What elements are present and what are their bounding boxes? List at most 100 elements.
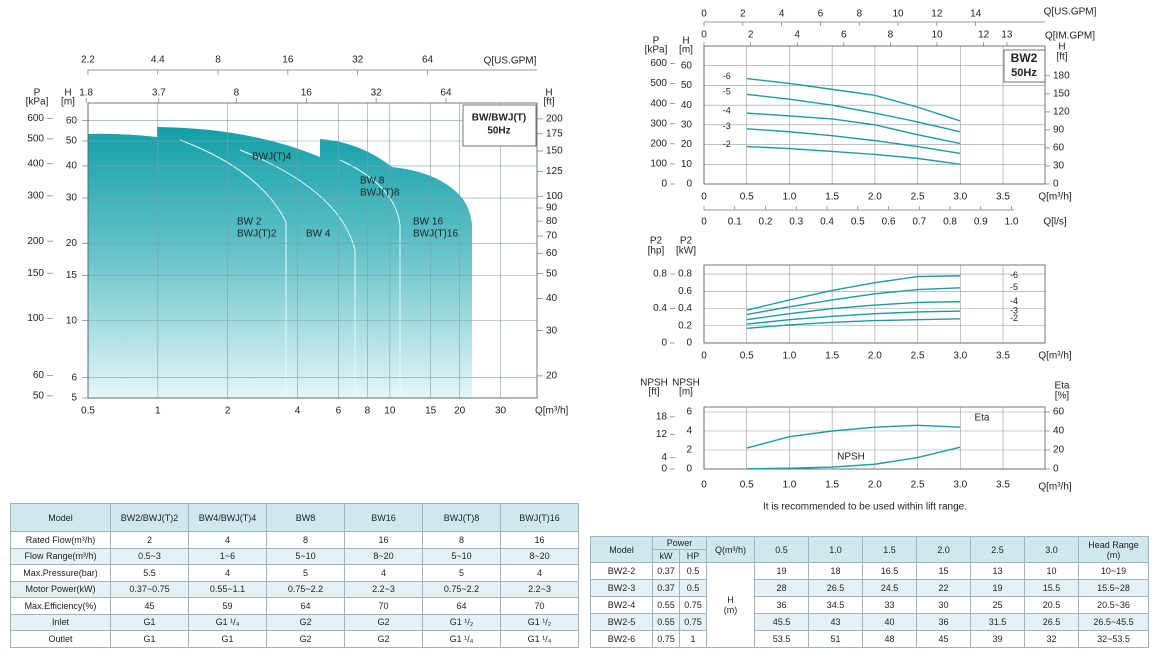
p-tick-label: 400 <box>650 98 667 109</box>
table-cell: 36 <box>916 613 972 631</box>
table-cell: G2 <box>344 613 423 631</box>
table-cell: 48 <box>862 630 918 648</box>
header-cell: Head Range (m) <box>1078 536 1150 563</box>
im-gpm-tick-label: 12 <box>978 30 990 41</box>
us-gpm-tick-label: 4 <box>779 9 785 20</box>
table-cell: 20.5~36 <box>1078 596 1150 614</box>
us-gpm-tick-label: 12 <box>931 9 943 20</box>
x-tick-label: 3.0 <box>953 192 967 203</box>
header-cell: BWJ(T)16 <box>500 503 579 532</box>
table-cell: 31.5 <box>970 613 1026 631</box>
unit-line: (m) <box>723 605 738 615</box>
us-gpm-tick-label: 4.4 <box>151 55 165 66</box>
table-cell: G1 ¹/₄ <box>188 613 267 631</box>
head-curve <box>746 112 961 145</box>
us-gpm-tick-label: 8 <box>215 55 221 66</box>
table-cell: 64 <box>266 597 345 615</box>
table-cell: G2 <box>266 613 345 631</box>
y-tick-label: 5 <box>71 393 77 404</box>
header-row: kW HP <box>591 549 1149 563</box>
im-gpm-tick-label: 8 <box>888 30 894 41</box>
axis-title: [hp] <box>648 246 665 257</box>
header-cell: 3.0 <box>1024 536 1080 563</box>
table-row: BW2-3 0.37 0.5 28 26.5 24.5 22 19 15.5 15.5~28 <box>590 579 1150 597</box>
header-cell: BWJ(T)8 <box>422 503 501 532</box>
table-cell: Inlet <box>10 613 111 631</box>
axis-title: NPSH <box>640 378 668 389</box>
table-row: Motor Power(kW) 0.37~0.75 0.55~1.1 0.75~2.2… <box>10 580 579 598</box>
hp-tick-label: 0 <box>661 338 667 349</box>
table-cell: 15.5 <box>1024 579 1080 597</box>
x-tick-label: 15 <box>425 406 437 417</box>
table-cell: 0.5~3 <box>110 547 189 565</box>
table-row: BW2-4 0.55 0.75 36 34.5 33 30 25 20.5 20.5~36 <box>590 596 1150 614</box>
table-cell: 10~19 <box>1078 562 1150 580</box>
ls-tick-label: 0.3 <box>789 217 803 228</box>
us-gpm-tick-label: 14 <box>970 9 982 20</box>
head-curve <box>746 77 961 122</box>
plot-frame <box>87 102 538 399</box>
region-label: BW 16 <box>413 217 443 228</box>
region-label: BWJ(T)4 <box>252 152 292 163</box>
table-cell: 0.55 <box>652 596 680 614</box>
table-cell: 8~20 <box>500 547 579 565</box>
us-gpm-tick-label: 2 <box>740 9 746 20</box>
header-cell: BW4/BWJ(T)4 <box>188 503 267 532</box>
axis-title: P2 <box>650 236 663 247</box>
p-tick-label: 100 <box>27 313 44 324</box>
ls-tick-label: 0.4 <box>820 217 834 228</box>
y-tick-label: 30 <box>681 119 693 130</box>
ft-tick-label: 40 <box>546 293 558 304</box>
curve-label: -2 <box>1010 313 1018 323</box>
table-cell: 4 <box>188 531 267 549</box>
table-cell: 0.37~0.75 <box>110 580 189 598</box>
y-tick-label: 50 <box>66 136 78 147</box>
y-tick-label: 6 <box>71 372 77 383</box>
header-cell: Model <box>10 503 111 532</box>
spec-table: Model BW2/BWJ(T)2 BW4/BWJ(T)4 BW8 BW16 BWJ(T)… <box>10 503 579 648</box>
table-cell: 15 <box>916 562 972 580</box>
header-cell: Power <box>651 536 708 550</box>
p-tick-label: 100 <box>650 159 667 170</box>
table-cell: 45 <box>110 597 189 615</box>
x-tick-label: 2.0 <box>868 351 882 362</box>
chart-title: 50Hz <box>487 126 510 137</box>
x-tick-label: 10 <box>384 406 396 417</box>
table-cell: Flow Range(m³/h) <box>10 547 111 565</box>
x-tick-label: 1.0 <box>782 192 796 203</box>
curve-label: -6 <box>1010 270 1018 280</box>
y-tick-label: 2 <box>686 445 692 456</box>
table-cell: BW2-6 <box>590 630 653 648</box>
header-row: Model Power Q(m³/h) 0.5 1.0 1.5 2.0 2.5 3.0 Head … <box>590 536 1150 563</box>
table-cell: 0.5 <box>678 562 708 580</box>
y-tick-label: 10 <box>681 159 693 170</box>
table-cell: G2 <box>344 630 423 648</box>
x-tick-label: 30 <box>495 406 507 417</box>
p-tick-label: 300 <box>650 118 667 129</box>
table-cell: 13 <box>970 562 1026 580</box>
im-gpm-tick-label: 0 <box>701 30 707 41</box>
header-cell: BW8 <box>266 503 345 532</box>
x-tick-label: 3.5 <box>996 351 1010 362</box>
table-cell: 0.55 <box>652 613 680 631</box>
power-curve <box>746 310 961 325</box>
power-curve <box>746 300 961 321</box>
table-cell: 19 <box>970 579 1026 597</box>
header-cell: 1.0 <box>808 536 864 563</box>
table-cell: 4 <box>344 564 423 582</box>
p-tick-label: 50 <box>33 390 45 401</box>
axis-title: H <box>545 88 552 99</box>
header-cell: 1.5 <box>862 536 918 563</box>
curve-label: -5 <box>1010 282 1018 292</box>
eta-tick-label: 40 <box>1053 426 1065 437</box>
axis-title: NPSH <box>672 378 700 389</box>
p-tick-label: 200 <box>27 236 44 247</box>
region-label: BWJ(T)16 <box>413 229 458 240</box>
plot-frame <box>703 406 1046 470</box>
y-tick-label: 0.2 <box>678 320 692 331</box>
power-curve <box>746 287 961 316</box>
table-cell: Outlet <box>10 630 111 648</box>
region-label: BW 8 <box>360 176 385 187</box>
